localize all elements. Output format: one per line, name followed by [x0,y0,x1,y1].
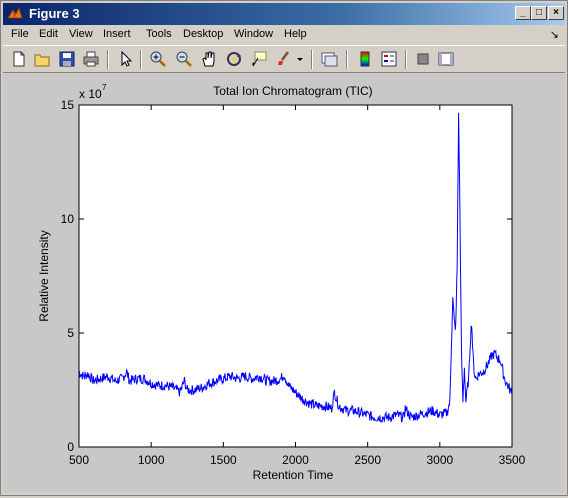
x-tick-label: 500 [69,453,89,467]
maximize-button[interactable]: □ [531,6,547,20]
minimize-button[interactable]: _ [515,6,531,20]
menu-view[interactable]: View [69,28,93,40]
menu-desktop[interactable]: Desktop [183,28,224,40]
y-tick-label: 0 [67,440,74,454]
x-tick-label: 1500 [210,453,237,467]
x-tick-label: 2500 [354,453,381,467]
plot-area[interactable] [78,104,513,448]
menu-window[interactable]: Window [234,28,274,40]
brush-dropdown-icon[interactable] [295,49,305,69]
brush-icon[interactable] [274,49,294,69]
hide-plot-tools-icon[interactable] [413,49,433,69]
title-bar[interactable]: Figure 3 _ □ × [3,3,565,25]
y-axis-label: Relative Intensity [37,230,51,321]
toolbar-separator [346,50,348,69]
close-button[interactable]: × [548,6,564,20]
x-axis-label: Retention Time [253,468,334,482]
new-figure-icon[interactable] [9,49,29,69]
menu-insert[interactable]: Insert [103,28,131,40]
tic-series-line [78,112,513,423]
chart[interactable]: Total Ion Chromatogram (TIC) Retention T… [3,74,565,493]
menu-edit[interactable]: Edit [39,28,58,40]
dock-arrow-icon[interactable]: ↘ [549,29,559,41]
show-plot-tools-icon[interactable] [436,49,456,69]
menu-file[interactable]: File [11,28,29,40]
edit-plot-arrow-icon[interactable] [116,49,136,69]
open-icon[interactable] [32,49,52,69]
toolbar-separator [405,50,407,69]
axis-ticks [78,104,513,448]
link-plot-icon[interactable] [319,49,339,69]
data-cursor-icon[interactable] [249,49,269,69]
menu-tools[interactable]: Tools [146,28,172,40]
toolbar-separator [140,50,142,69]
toolbar-separator [311,50,313,69]
menu-help[interactable]: Help [284,28,307,40]
x-tick-label: 3500 [499,453,526,467]
x-tick-label: 1000 [138,453,165,467]
legend-icon[interactable] [379,49,399,69]
figure-canvas: Total Ion Chromatogram (TIC) Retention T… [3,74,565,493]
y-tick-label: 10 [61,212,75,226]
menu-bar: File Edit View Insert Tools Desktop Wind… [3,25,565,45]
zoom-in-icon[interactable] [148,49,168,69]
chart-title: Total Ion Chromatogram (TIC) [213,84,372,98]
y-tick-label: 5 [67,326,74,340]
x-tick-label: 2000 [282,453,309,467]
zoom-out-icon[interactable] [174,49,194,69]
y-exponent-label: x 10 [79,87,102,101]
y-exponent-power: 7 [102,83,107,92]
tick-labels: 500 1000 1500 2000 2500 3000 3500 0 5 10 15 [61,98,526,467]
y-tick-label: 15 [61,98,75,112]
window-title: Figure 3 [29,6,80,21]
pan-hand-icon[interactable] [199,49,219,69]
x-tick-label: 3000 [426,453,453,467]
matlab-logo-icon [7,6,23,19]
figure-toolbar [3,45,565,73]
toolbar-separator [107,50,109,69]
colorbar-icon[interactable] [355,49,375,69]
rotate-3d-icon[interactable] [224,49,244,69]
print-icon[interactable] [81,49,101,69]
save-icon[interactable] [57,49,77,69]
